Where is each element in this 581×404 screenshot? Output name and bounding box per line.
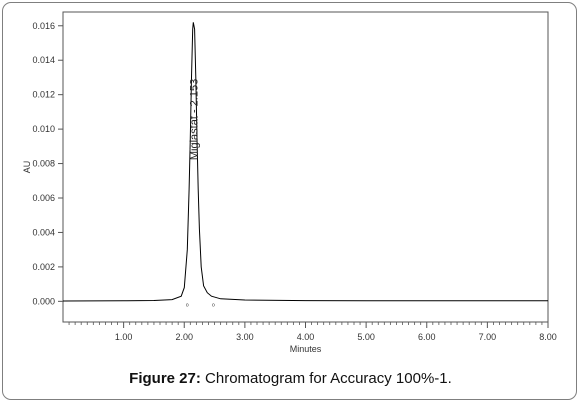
chromatogram-trace	[62, 22, 548, 302]
y-tick-label: 0.004	[32, 227, 55, 237]
x-tick-label: 2.00	[175, 332, 193, 342]
peak-annotation: Miglastat - 2.153	[189, 79, 201, 160]
x-tick-label: 8.00	[539, 332, 557, 342]
integration-marker: o	[212, 302, 215, 308]
figure-frame	[2, 2, 577, 400]
y-axis-label: AU	[22, 161, 32, 174]
chromatogram-chart: 1.00 2.00 3.00 4.00 5.00 6.00 7.00 8.00 0.000 0.0…	[22, 11, 557, 354]
figure-caption-label: Figure 27:	[129, 370, 201, 387]
x-tick-label: 5.00	[357, 332, 375, 342]
x-tick-label: 7.00	[479, 332, 497, 342]
figure-caption: Figure 27: Chromatogram for Accuracy 100…	[0, 370, 581, 387]
x-tick-label: 6.00	[418, 332, 436, 342]
y-tick-label: 0.000	[32, 296, 55, 306]
figure-caption-text: Chromatogram for Accuracy 100%-1.	[205, 370, 452, 387]
plot-border	[62, 11, 549, 323]
y-tick-label: 0.014	[32, 55, 55, 65]
y-tick-label: 0.008	[32, 159, 55, 169]
y-tick-label: 0.006	[32, 193, 55, 203]
y-tick-label: 0.016	[32, 21, 55, 31]
integration-marker: o	[186, 302, 189, 308]
plot-area: 1.00 2.00 3.00 4.00 5.00 6.00 7.00 8.00 0.000 0.0…	[22, 11, 557, 354]
x-tick-label: 4.00	[297, 332, 315, 342]
x-tick-label: 1.00	[115, 332, 133, 342]
y-tick-label: 0.010	[32, 124, 55, 134]
x-tick-label: 3.00	[236, 332, 254, 342]
x-axis-label: Minutes	[290, 344, 322, 354]
y-tick-label: 0.012	[32, 90, 55, 100]
y-tick-label: 0.002	[32, 262, 55, 272]
